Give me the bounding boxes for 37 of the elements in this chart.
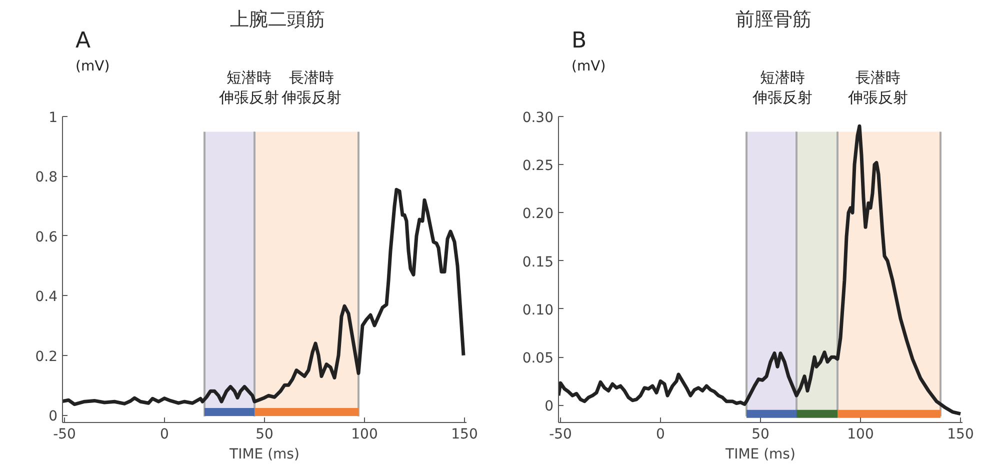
y-tick-label: 0.2	[35, 348, 58, 365]
text: B	[572, 28, 587, 54]
y-axis-title: (mV)	[76, 58, 110, 74]
x-tick-label: 150	[947, 426, 974, 442]
x-tick-label: 0	[656, 426, 665, 442]
band-label: 長潜時伸張反射	[280, 68, 342, 106]
y-tick-label: 0.20	[522, 206, 554, 222]
y-axis-title: (mV)	[572, 58, 606, 74]
y-tick-label: 0.6	[35, 229, 58, 246]
band-label: 短潜時伸張反射	[751, 68, 812, 106]
line-series	[62, 188, 466, 406]
x-tick-label: -50	[53, 426, 76, 442]
chart-title: 上腕二頭筋	[230, 8, 326, 30]
y-tick-label: 0.05	[522, 350, 554, 367]
x-tick-label: 100	[847, 426, 874, 442]
y-tick-label: 0	[48, 408, 58, 425]
x-tick-label: 100	[351, 426, 378, 442]
y-tick-label: 0.25	[522, 158, 554, 174]
y-tick-label: 0.10	[522, 302, 554, 318]
x-tick-label: 150	[451, 426, 478, 442]
band-label: 長潜時伸張反射	[847, 68, 908, 106]
chart-title: 前脛骨筋	[736, 8, 812, 30]
x-tick-label: 0	[160, 426, 169, 442]
y-tick-label: 0.4	[35, 289, 58, 306]
y-tick-label: 0	[544, 398, 554, 415]
text: A	[76, 28, 91, 54]
x-axis-title: TIME (ms)	[228, 446, 300, 462]
x-axis-title: TIME (ms)	[724, 446, 796, 462]
band-label: 短潜時伸張反射	[218, 68, 280, 106]
x-tick-label: -50	[549, 426, 572, 442]
y-tick-label: 0.15	[522, 254, 554, 270]
y-tick-label: 0.8	[35, 170, 58, 186]
y-tick-label: 1	[48, 110, 58, 126]
line-series	[558, 124, 962, 416]
x-tick-label: 50	[752, 426, 770, 442]
y-tick-label: 0.30	[522, 110, 554, 126]
x-tick-label: 50	[256, 426, 274, 442]
